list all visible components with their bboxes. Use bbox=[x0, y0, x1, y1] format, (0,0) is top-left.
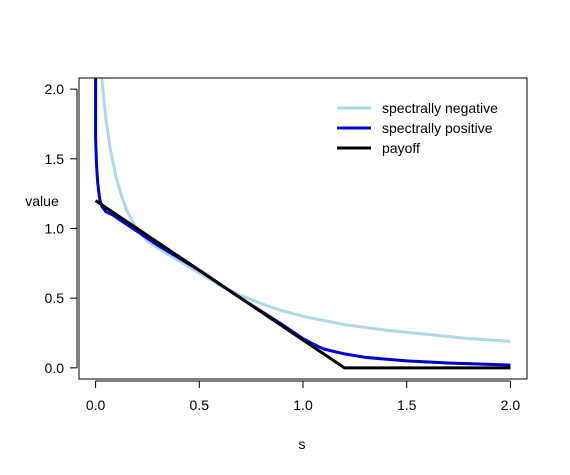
x-tick-label: 0.0 bbox=[86, 397, 106, 413]
series-line-spectrally-negative bbox=[100, 78, 511, 343]
legend: spectrally negative spectrally positive pa… bbox=[337, 100, 498, 156]
y-tick-label: 1.5 bbox=[45, 151, 65, 167]
legend-label-spectrally-positive: spectrally positive bbox=[382, 120, 493, 136]
plot-frame bbox=[78, 77, 528, 380]
x-tick-label: 2.0 bbox=[501, 397, 521, 413]
legend-label-spectrally-negative: spectrally negative bbox=[382, 100, 498, 116]
y-axis-label: value bbox=[25, 193, 59, 209]
y-tick-label: 2.0 bbox=[45, 81, 65, 97]
y-tick-label: 0.5 bbox=[45, 290, 65, 306]
legend-label-payoff: payoff bbox=[382, 140, 420, 156]
y-tick-label: 1.0 bbox=[45, 221, 65, 237]
x-tick-label: 1.5 bbox=[397, 397, 417, 413]
x-tick-label: 0.5 bbox=[190, 397, 210, 413]
x-axis: 0.0 0.5 1.0 1.5 2.0 bbox=[86, 380, 521, 413]
series-line-payoff bbox=[94, 199, 511, 370]
x-tick-label: 1.0 bbox=[293, 397, 313, 413]
y-tick-label: 0.0 bbox=[45, 360, 65, 376]
plot-lines bbox=[94, 78, 511, 370]
y-axis: 0.0 0.5 1.0 1.5 2.0 bbox=[45, 81, 78, 376]
x-axis-label: s bbox=[299, 436, 306, 452]
